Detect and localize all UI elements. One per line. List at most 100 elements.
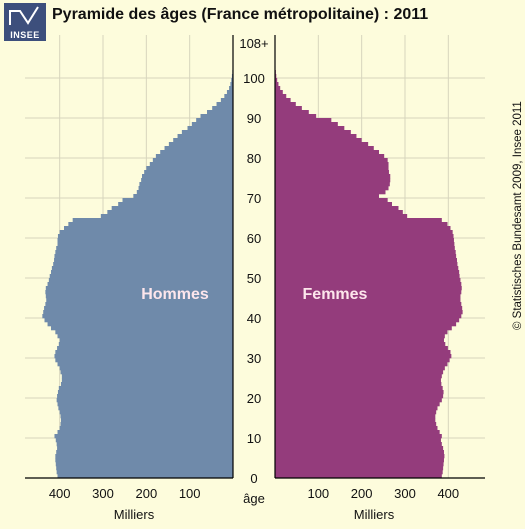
x-tick-label-left: 300 (92, 486, 114, 501)
bar-hommes (144, 170, 233, 175)
bar-femmes (275, 414, 436, 419)
bar-hommes (122, 198, 233, 203)
bar-femmes (275, 358, 450, 363)
bar-femmes (275, 150, 379, 155)
x-tick-label-right: 200 (351, 486, 373, 501)
bar-femmes (275, 194, 379, 199)
bar-femmes (275, 426, 438, 431)
bar-femmes (275, 422, 437, 427)
bar-femmes (275, 398, 442, 403)
bar-femmes (275, 402, 440, 407)
bar-femmes (275, 166, 389, 171)
bar-femmes (275, 110, 309, 115)
bar-femmes (275, 334, 445, 339)
bar-femmes (275, 206, 399, 211)
bar-femmes (275, 214, 408, 219)
bar-hommes (47, 322, 233, 327)
bar-hommes (57, 242, 233, 247)
bar-hommes (152, 158, 233, 163)
x-axis-title-left: Milliers (114, 507, 155, 522)
bar-femmes (275, 162, 389, 167)
bar-hommes (57, 446, 233, 451)
bar-hommes (229, 86, 233, 91)
bar-femmes (275, 118, 332, 123)
insee-logo: INSEE (4, 3, 46, 41)
bar-hommes (68, 222, 233, 227)
x-tick-label-left: 100 (179, 486, 201, 501)
bar-femmes (275, 298, 461, 303)
age-tick-label: 90 (247, 111, 261, 126)
bar-hommes (54, 434, 233, 439)
bar-hommes (164, 146, 233, 151)
bar-femmes (275, 258, 457, 263)
bar-hommes (57, 234, 233, 239)
bar-hommes (60, 370, 233, 375)
bar-hommes (133, 194, 233, 199)
bar-femmes (275, 86, 281, 91)
bar-hommes (42, 314, 234, 319)
age-tick-label: 100 (243, 71, 265, 86)
bar-femmes (275, 262, 458, 267)
bar-hommes (59, 410, 234, 415)
bar-hommes (191, 122, 233, 127)
bar-femmes (275, 310, 463, 315)
bar-hommes (51, 270, 233, 275)
bar-hommes (61, 374, 234, 379)
bar-femmes (275, 294, 461, 299)
x-axis-title-right: Milliers (354, 507, 395, 522)
bar-femmes (275, 406, 438, 411)
bar-femmes (275, 450, 444, 455)
bar-femmes (275, 238, 454, 243)
bar-hommes (64, 226, 233, 231)
bar-hommes (177, 134, 233, 139)
hommes-bars (42, 42, 234, 479)
axes (25, 35, 485, 479)
bar-hommes (58, 342, 233, 347)
bar-femmes (275, 338, 444, 343)
age-tick-label: 80 (247, 151, 261, 166)
bar-hommes (187, 126, 233, 131)
bar-hommes (139, 182, 233, 187)
bar-hommes (57, 362, 233, 367)
bar-femmes (275, 350, 451, 355)
bar-hommes (136, 190, 233, 195)
bar-femmes (275, 458, 444, 463)
bar-hommes (212, 106, 233, 111)
bar-femmes (275, 82, 279, 87)
bar-femmes (275, 386, 443, 391)
bar-femmes (275, 234, 454, 239)
bar-hommes (100, 214, 233, 219)
bar-hommes (44, 318, 234, 323)
bar-femmes (275, 330, 448, 335)
age-axis-title: âge (243, 491, 265, 506)
bar-hommes (72, 218, 233, 223)
bar-femmes (275, 122, 338, 127)
x-tick-label-left: 400 (49, 486, 71, 501)
bar-femmes (275, 382, 442, 387)
bar-femmes (275, 218, 442, 223)
bar-hommes (46, 298, 234, 303)
bar-hommes (59, 230, 234, 235)
bar-hommes (220, 98, 233, 103)
bar-femmes (275, 286, 462, 291)
bar-hommes (61, 378, 234, 383)
bar-femmes (275, 138, 362, 143)
bar-femmes (275, 174, 391, 179)
bar-femmes (275, 446, 444, 451)
bar-femmes (275, 390, 444, 395)
hommes-label: Hommes (141, 286, 209, 303)
bar-hommes (55, 458, 233, 463)
bar-hommes (57, 394, 233, 399)
bar-femmes (275, 302, 462, 307)
bar-hommes (55, 350, 233, 355)
bar-hommes (226, 90, 233, 95)
bar-femmes (275, 146, 374, 151)
axis-labels: 0 10 20 30 40 50 60 70 80 90 100 108+ 400 300 200 100 10… (49, 36, 459, 522)
bar-femmes (275, 370, 444, 375)
page-title: Pyramide des âges (France métropolitaine… (52, 6, 429, 23)
bar-femmes (275, 198, 388, 203)
bar-femmes (275, 282, 462, 287)
bar-femmes (275, 418, 436, 423)
bar-hommes (54, 354, 233, 359)
bar-hommes (48, 278, 233, 283)
